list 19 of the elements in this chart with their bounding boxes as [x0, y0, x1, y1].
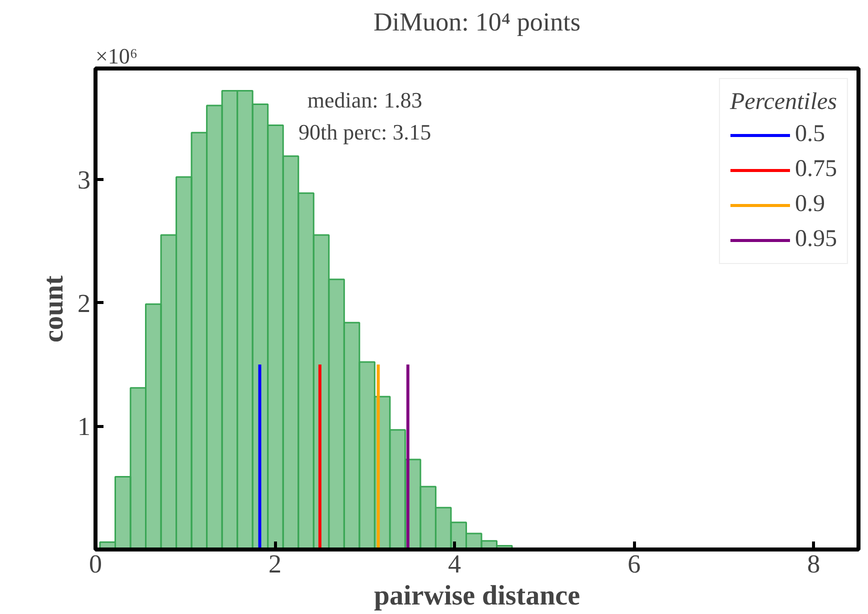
x-tick-label: 2	[268, 550, 282, 578]
y-tick-label: 1	[78, 412, 90, 442]
x-tick-label: 8	[807, 550, 820, 578]
y-axis-title: count	[38, 274, 70, 342]
y-tick-label: 3	[78, 166, 90, 194]
x-tick-label: 6	[628, 550, 641, 578]
legend-label: 0.5	[794, 121, 825, 148]
legend-label: 0.75	[794, 156, 837, 183]
annotation: ×10⁶	[96, 44, 138, 68]
y-tick-label: 2	[78, 288, 90, 318]
annotation: 90th perc: 3.15	[298, 120, 432, 144]
legend-label: 0.9	[794, 191, 825, 218]
legend-title: Percentiles	[730, 89, 837, 116]
x-tick-label: 4	[448, 550, 462, 578]
legend-label: 0.95	[794, 226, 837, 253]
x-tick-label: 0	[89, 550, 102, 578]
annotation: median: 1.83	[307, 88, 422, 112]
x-axis-title: pairwise distance	[374, 580, 580, 612]
chart-title: DiMuon: 10⁴ points	[374, 8, 580, 36]
